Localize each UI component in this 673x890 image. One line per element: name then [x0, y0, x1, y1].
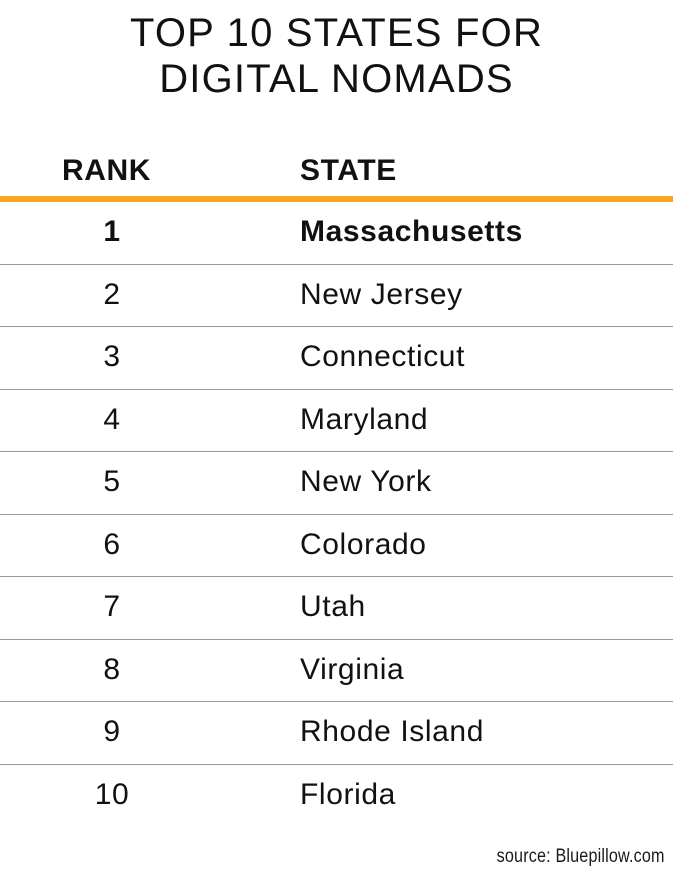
rank-cell: 8: [103, 652, 121, 686]
state-cell: Utah: [300, 590, 366, 623]
state-cell: Maryland: [300, 402, 429, 436]
table-row: 4 Maryland: [0, 390, 673, 452]
state-cell: New Jersey: [300, 277, 463, 311]
table-row: 1 Massachusetts: [0, 202, 673, 265]
column-header-rank: RANK: [62, 154, 152, 187]
rank-cell: 9: [103, 715, 121, 748]
state-cell: Florida: [300, 777, 396, 811]
chart-title-line-1: TOP 10 STATES FOR: [129, 11, 544, 55]
table-row: 10 Florida: [0, 765, 673, 827]
table-row: 8 Virginia: [0, 640, 673, 702]
table-body: 1 Massachusetts 2 New Jersey 3 Connecticut 4 Ma…: [0, 202, 673, 826]
rank-cell: 2: [103, 277, 121, 311]
state-cell: Virginia: [300, 652, 405, 686]
source-credit: source: Bluepillow.com: [496, 846, 665, 867]
state-cell: Connecticut: [300, 340, 466, 373]
state-cell: New York: [300, 465, 432, 498]
table-row: 5 New York: [0, 452, 673, 515]
table-header: RANK STATE: [0, 150, 673, 194]
rank-cell: 6: [103, 527, 121, 561]
rank-cell: 7: [103, 590, 121, 623]
table-row: 2 New Jersey: [0, 265, 673, 327]
rank-cell: 10: [94, 777, 130, 811]
rank-cell: 5: [103, 465, 121, 498]
table-row: 9 Rhode Island: [0, 702, 673, 765]
state-cell: Rhode Island: [300, 715, 484, 748]
header-accent-divider: [0, 196, 673, 202]
state-cell: Massachusetts: [300, 215, 523, 248]
column-header-state: STATE: [300, 154, 397, 187]
rank-cell: 3: [103, 340, 121, 373]
chart-title: TOP 10 STATES FOR DIGITAL NOMADS: [0, 10, 673, 102]
rank-cell: 1: [103, 215, 121, 248]
state-cell: Colorado: [300, 527, 427, 561]
table-row: 6 Colorado: [0, 515, 673, 577]
rank-cell: 4: [103, 402, 121, 436]
chart-title-line-2: DIGITAL NOMADS: [159, 57, 514, 101]
table-row: 7 Utah: [0, 577, 673, 640]
table-row: 3 Connecticut: [0, 327, 673, 390]
